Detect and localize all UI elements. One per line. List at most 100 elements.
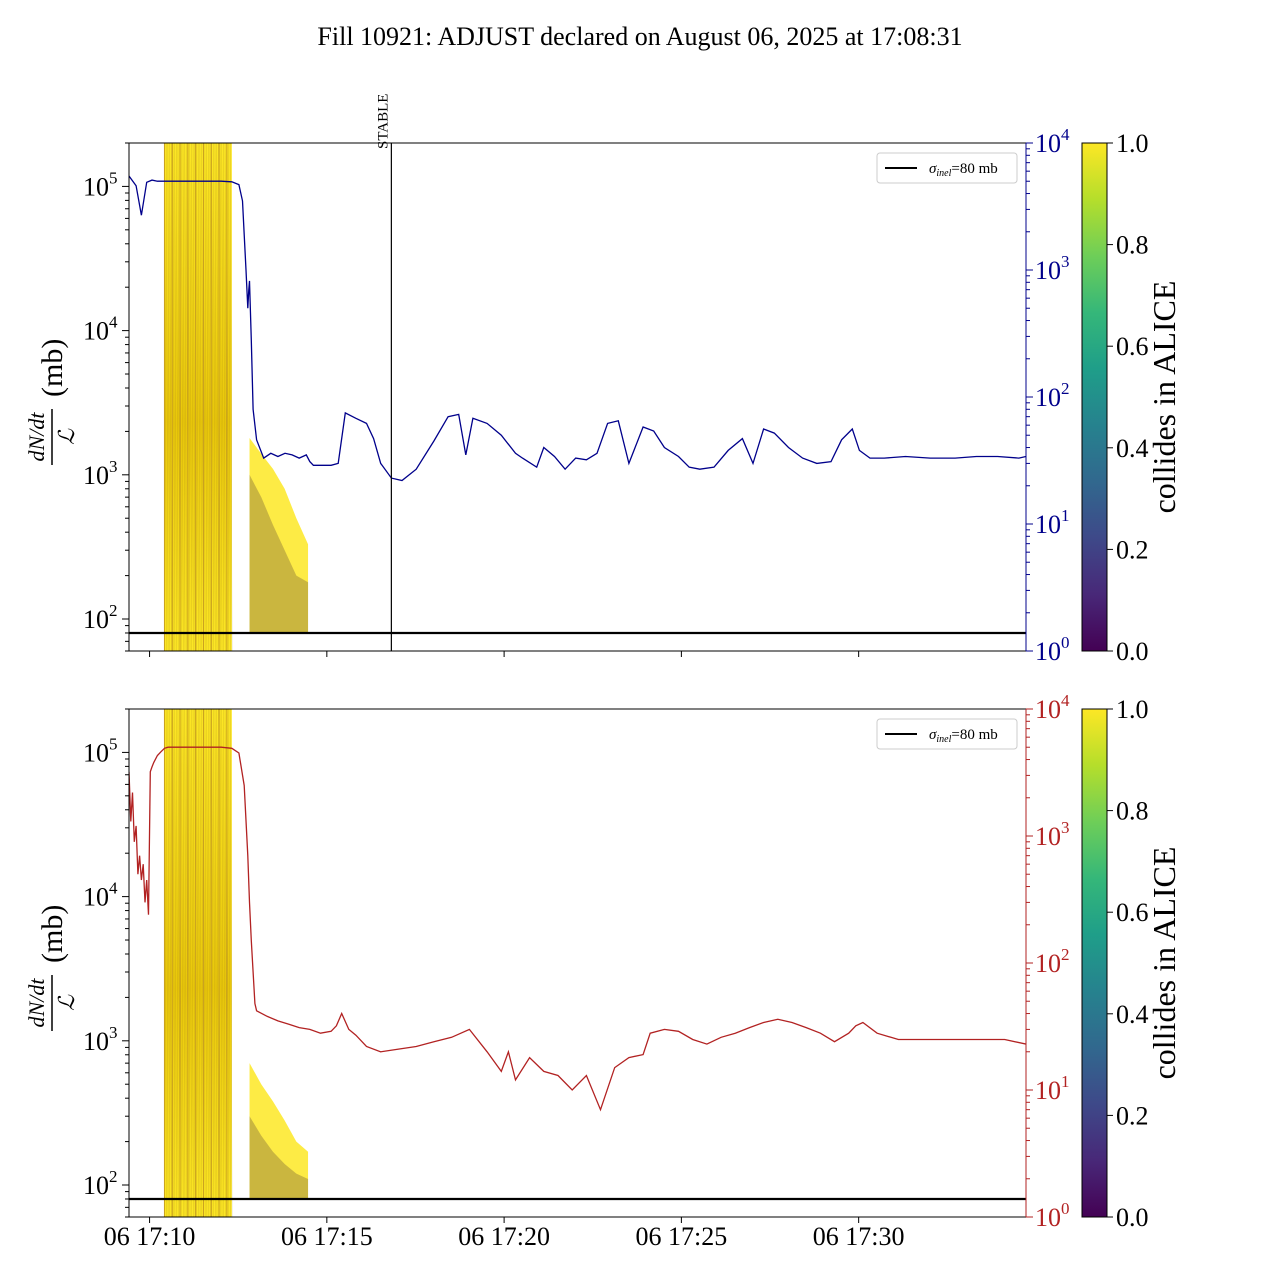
band-texture-line [167, 143, 171, 651]
bottom-colorbar: 0.0 0.2 0.4 0.6 0.8 1.0 collides in ALICE [1081, 695, 1182, 1232]
band-texture-line [214, 143, 218, 651]
top-colorbar: 0.0 0.2 0.4 0.6 0.8 1.0 collides in ALICE [1081, 129, 1182, 666]
y-label-denominator: ℒ [54, 428, 79, 445]
band-texture-line [206, 709, 209, 1217]
bottom-band-group [163, 709, 309, 1217]
y-label-rotated: dN/dt ℒ (mb) [24, 905, 79, 1031]
top-right-axis: 100 101 102 103 104 [1025, 125, 1070, 666]
band-texture-line [169, 709, 172, 1217]
top-annotation-group: STABLE [375, 94, 392, 651]
legend-box [876, 718, 1018, 750]
band-segment-tail-core [249, 474, 309, 633]
left-tick-label: 103 [83, 457, 118, 490]
left-tick-label: 102 [83, 1167, 118, 1200]
band-texture-line [174, 709, 177, 1217]
left-tick-label: 103 [83, 1023, 118, 1056]
colorbar-tick-label: 0.4 [1116, 434, 1149, 463]
band-texture-line [196, 143, 199, 651]
colorbar-tick-label: 0.0 [1116, 637, 1149, 666]
band-texture-line [229, 143, 233, 651]
y-label-numerator: dN/dt [24, 978, 49, 1028]
band-texture-line [174, 143, 177, 651]
colorbar-tick-label: 0.6 [1116, 332, 1149, 361]
colorbar-tick-label: 0.8 [1116, 797, 1149, 826]
band-texture-line [182, 709, 186, 1217]
bottom-series-group [129, 746, 1026, 1112]
band-texture-line [184, 143, 187, 651]
x-tick-label: 06 17:25 [636, 1222, 728, 1251]
band-texture-line [169, 143, 172, 651]
x-tick-label: 06 17:10 [104, 1222, 196, 1251]
band-texture-line [196, 709, 199, 1217]
band-segment-tail-core [249, 1116, 309, 1199]
y-label-unit: (mb) [36, 339, 69, 397]
colorbar-tick-label: 0.4 [1116, 1000, 1149, 1029]
band-texture-line [172, 143, 176, 651]
colorbar-gradient [1081, 708, 1108, 1218]
left-tick-label: 104 [83, 879, 118, 912]
colorbar-tick-label: 0.8 [1116, 231, 1149, 260]
stable-annotation: STABLE [375, 94, 391, 149]
band-texture-line [208, 709, 211, 1217]
band-texture-line [197, 143, 201, 651]
colorbar-tick-label: 0.6 [1116, 898, 1149, 927]
band-texture-line [204, 709, 208, 1217]
y-label-rotated: dN/dt ℒ (mb) [24, 339, 79, 465]
band-texture-line [206, 143, 209, 651]
band-texture-line [214, 709, 218, 1217]
band-texture-line [165, 143, 169, 651]
band-texture-line [176, 709, 179, 1217]
y-label-numerator: dN/dt [24, 412, 49, 462]
band-texture-line [181, 709, 184, 1217]
band-texture-line [213, 709, 216, 1217]
left-tick-label: 102 [83, 601, 118, 634]
left-tick-label: 104 [83, 313, 118, 346]
band-texture-line [191, 143, 194, 651]
band-texture-line [221, 709, 224, 1217]
bottom-legend: σinel=80 mb [876, 718, 1018, 750]
top-band-group [163, 143, 309, 651]
band-texture-line [228, 709, 231, 1217]
band-texture-line [216, 709, 219, 1217]
band-texture-line [189, 709, 192, 1217]
band-texture-line [211, 143, 214, 651]
band-texture-line [187, 143, 191, 651]
legend-label: σinel=80 mb [929, 727, 998, 745]
right-tick-label: 104 [1035, 691, 1070, 724]
band-texture-line [213, 143, 216, 651]
band-texture-line [189, 143, 192, 651]
band-texture-line [176, 143, 179, 651]
x-tick-label: 06 17:20 [458, 1222, 550, 1251]
colorbar-label: collides in ALICE [1146, 281, 1182, 514]
right-tick-label: 102 [1035, 379, 1070, 412]
figure-title: Fill 10921: ADJUST declared on August 06… [317, 22, 962, 51]
band-texture-line [208, 143, 211, 651]
top-series-group [129, 175, 1026, 482]
right-tick-label: 104 [1035, 125, 1070, 158]
band-texture-line [223, 143, 226, 651]
bottom-y-axis-label: dN/dt ℒ (mb) [24, 905, 79, 1031]
bottom-left-axis: 102 103 104 105 [83, 708, 129, 1218]
band-texture-line [219, 709, 223, 1217]
right-tick-label: 101 [1035, 506, 1070, 539]
top-left-axis: 102 103 104 105 [83, 142, 129, 652]
band-texture-line [228, 143, 231, 651]
band-segment-main [164, 709, 232, 1217]
x-tick-label: 06 17:15 [281, 1222, 373, 1251]
band-texture-line [172, 709, 176, 1217]
band-texture-line [192, 709, 196, 1217]
right-tick-label: 100 [1035, 1199, 1070, 1232]
right-tick-label: 101 [1035, 1072, 1070, 1105]
band-texture-line [216, 143, 219, 651]
band-texture-line [199, 709, 203, 1217]
y-label-unit: (mb) [36, 905, 69, 963]
colorbar-tick-label: 0.2 [1116, 1101, 1149, 1130]
band-texture-line [211, 709, 214, 1217]
band-texture-line [167, 709, 171, 1217]
colorbar-gradient [1081, 142, 1108, 652]
colorbar-tick-label: 0.2 [1116, 535, 1149, 564]
band-texture-line [192, 143, 196, 651]
band-texture-line [221, 143, 224, 651]
